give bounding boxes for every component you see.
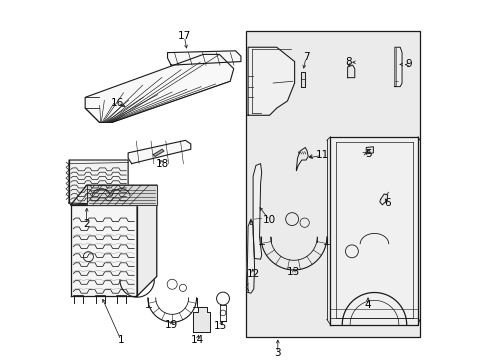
Polygon shape	[71, 205, 137, 296]
Polygon shape	[85, 54, 233, 122]
Text: 9: 9	[405, 59, 411, 69]
Polygon shape	[301, 72, 304, 87]
Polygon shape	[167, 51, 241, 65]
Text: 3: 3	[274, 348, 281, 358]
Polygon shape	[153, 149, 163, 157]
Text: 18: 18	[155, 159, 168, 168]
Polygon shape	[253, 163, 261, 259]
Polygon shape	[366, 147, 373, 154]
Text: 16: 16	[111, 98, 124, 108]
Text: 17: 17	[177, 31, 191, 41]
Text: 4: 4	[364, 300, 370, 310]
Polygon shape	[296, 148, 307, 171]
Text: 12: 12	[246, 269, 260, 279]
Text: 8: 8	[345, 57, 351, 67]
Text: 2: 2	[83, 220, 89, 229]
Polygon shape	[347, 65, 354, 78]
Text: 11: 11	[315, 150, 328, 160]
Text: 6: 6	[384, 198, 390, 208]
Polygon shape	[192, 307, 210, 332]
Polygon shape	[247, 47, 294, 115]
Text: 13: 13	[286, 267, 300, 277]
Text: 1: 1	[118, 335, 124, 345]
Text: 5: 5	[365, 149, 371, 159]
Polygon shape	[69, 160, 128, 205]
Polygon shape	[330, 137, 417, 325]
Polygon shape	[247, 219, 254, 293]
Bar	[245, 31, 419, 337]
Polygon shape	[137, 185, 157, 296]
Text: 19: 19	[165, 320, 178, 330]
Text: 10: 10	[263, 215, 276, 225]
Polygon shape	[71, 185, 157, 205]
Polygon shape	[128, 140, 190, 163]
Polygon shape	[394, 47, 401, 87]
Polygon shape	[87, 185, 157, 205]
Polygon shape	[379, 194, 387, 205]
Text: 7: 7	[302, 52, 309, 62]
Text: 14: 14	[190, 335, 203, 345]
Text: 15: 15	[213, 321, 226, 331]
